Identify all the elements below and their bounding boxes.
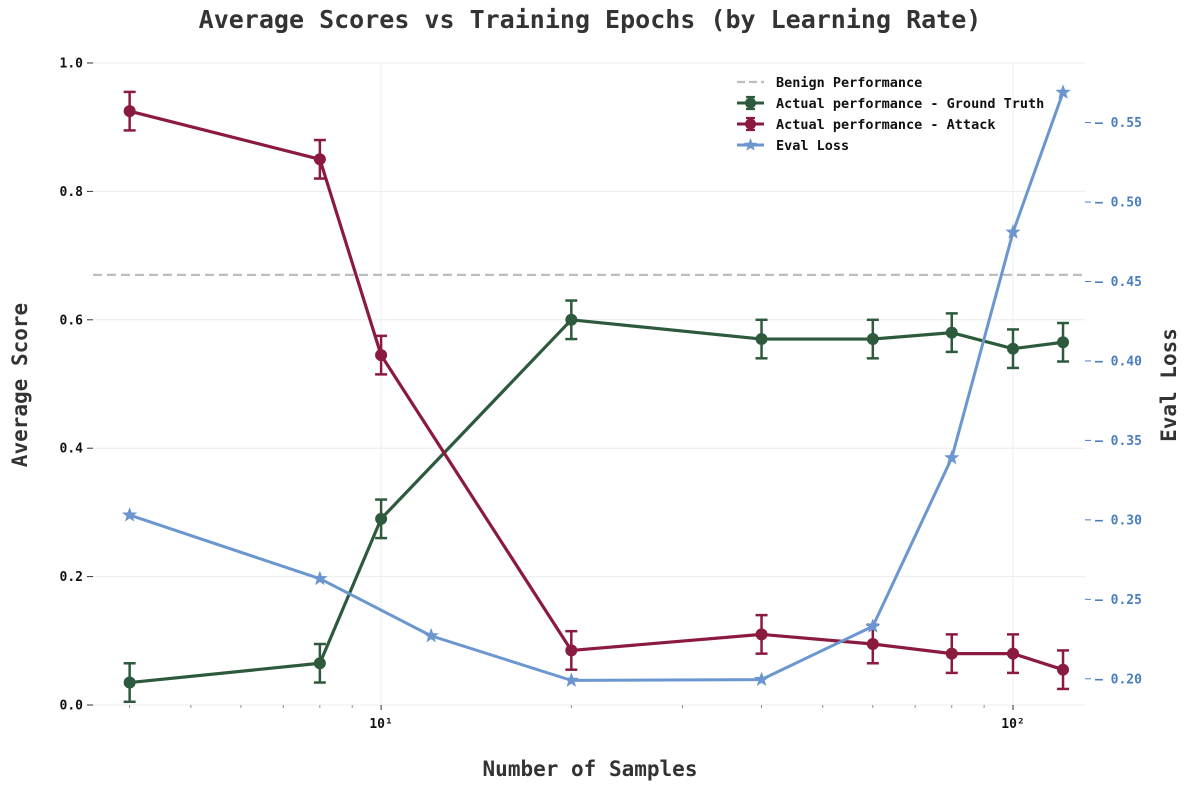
y-tick-label: 0.4 [60, 442, 84, 457]
data-point [753, 671, 770, 687]
data-point [865, 618, 881, 633]
data-point [866, 638, 879, 651]
data-point [563, 672, 579, 687]
data-point [122, 507, 138, 522]
series-line [129, 109, 1064, 672]
data-point [313, 657, 326, 670]
data-point [375, 512, 388, 525]
data-point [123, 105, 136, 118]
y-tick-label: 0.8 [60, 185, 84, 200]
y2-tick-label: — 0.20 [1095, 672, 1142, 687]
data-point [755, 333, 768, 346]
data-point [945, 647, 958, 660]
series-2 [123, 90, 1070, 691]
legend-series-label: Actual performance - Attack [776, 117, 995, 133]
grid-lines [93, 62, 1085, 706]
y2-tick-label: — 0.50 [1095, 196, 1142, 211]
y-tick-label: 0.0 [60, 699, 84, 714]
data-point [1055, 84, 1071, 99]
data-point [755, 628, 768, 641]
data-point [312, 570, 328, 586]
series-line [129, 318, 1064, 685]
series-3 [122, 84, 1071, 687]
legend: Benign Performance Actual performance - G… [737, 75, 1044, 154]
x-tick-label: 10² [1001, 717, 1024, 732]
legend-swatch-marker [745, 118, 756, 130]
x-tick-label: 10¹ [369, 717, 392, 732]
legend-series-label: Eval Loss [776, 138, 849, 154]
data-point [866, 333, 879, 346]
y-axis-label: Average Score [8, 303, 32, 467]
y2-tick-label: — 0.25 [1095, 593, 1142, 608]
axes-group: 0.0 0.2 0.4 0.6 0.8 1.0 10¹ 10² — 0.20 — 0.25 — 0.… [60, 57, 1143, 733]
data-point [375, 349, 388, 362]
data-point [1057, 663, 1070, 676]
data-point [313, 153, 326, 166]
data-point [565, 644, 578, 657]
y2-tick-label: — 0.30 [1095, 513, 1142, 528]
y-tick-label: 1.0 [60, 57, 84, 72]
legend-swatch-marker [743, 138, 758, 151]
legend-benign-label: Benign Performance [776, 75, 922, 91]
data-point [944, 449, 960, 465]
y-tick-label: 0.2 [60, 570, 83, 585]
y2-tick-label: — 0.55 [1095, 116, 1142, 131]
data-point [123, 676, 136, 689]
data-point [1006, 342, 1019, 355]
series-line [129, 91, 1065, 682]
x-axis-label: Number of Samples [483, 757, 698, 781]
series-1 [123, 299, 1070, 704]
legend-swatch-marker [745, 97, 756, 109]
data-point [423, 627, 439, 643]
y-tick-label: 0.6 [60, 313, 84, 328]
data-point [565, 313, 578, 326]
data-point [1057, 336, 1070, 349]
data-point [945, 326, 958, 339]
y2-axis-label: Eval Loss [1157, 328, 1181, 442]
legend-series-label: Actual performance - Ground Truth [776, 96, 1044, 112]
y2-tick-label: — 0.35 [1095, 434, 1142, 449]
data-point [1005, 224, 1021, 239]
chart-title: Average Scores vs Training Epochs (by Le… [199, 5, 982, 34]
y2-tick-label: — 0.40 [1095, 354, 1142, 369]
series-group [122, 84, 1071, 704]
data-point [1006, 647, 1019, 660]
y2-tick-label: — 0.45 [1095, 275, 1142, 290]
